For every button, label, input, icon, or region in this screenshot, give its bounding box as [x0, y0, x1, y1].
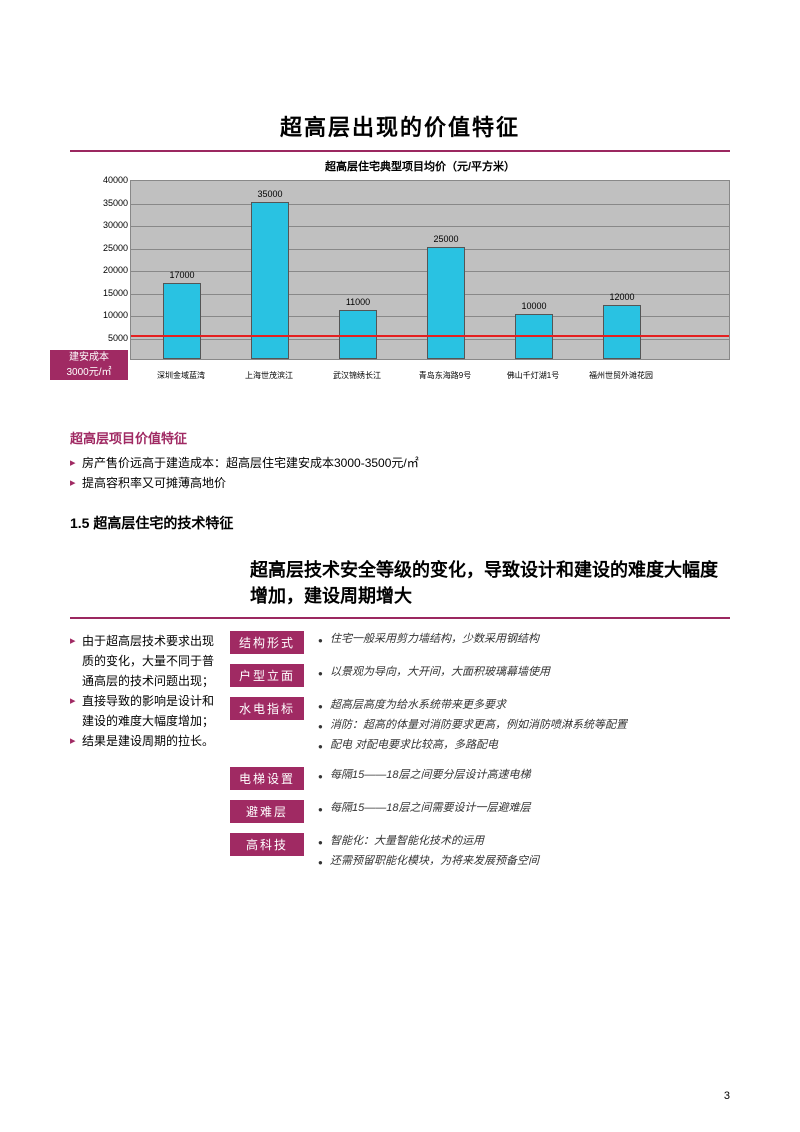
bar [515, 314, 553, 359]
x-category-label: 深圳金域蓝湾 [157, 370, 205, 381]
baseline [131, 335, 729, 337]
tag-item: 超高层高度为给水系统带来更多要求 [318, 697, 730, 713]
left-bullet: 结果是建设周期的拉长。 [70, 731, 220, 751]
gridline [131, 226, 729, 227]
tag-row: 水电指标超高层高度为给水系统带来更多要求消防：超高的体量对消防要求更高，例如消防… [230, 697, 730, 757]
tag-label: 电梯设置 [230, 767, 304, 790]
bar-value-label: 11000 [338, 297, 378, 307]
value-bullet: 房产售价远高于建造成本：超高层住宅建安成本3000-3500元/㎡ [70, 453, 730, 473]
value-bullet: 提高容积率又可摊薄高地价 [70, 473, 730, 493]
tag-item: 住宅一般采用剪力墙结构，少数采用钢结构 [318, 631, 730, 647]
tag-items: 以景观为导向，大开间，大面积玻璃幕墙使用 [318, 664, 730, 684]
page-title: 超高层出现的价值特征 [70, 110, 730, 142]
title-divider [70, 150, 730, 152]
tag-items: 智能化：大量智能化技术的运用还需预留职能化模块，为将来发展预备空间 [318, 833, 730, 873]
x-category-label: 青岛东海路9号 [419, 370, 471, 381]
cost-label-line1: 建安成本 [50, 350, 128, 365]
y-tick-label: 25000 [100, 243, 128, 253]
tag-item: 以景观为导向，大开间，大面积玻璃幕墙使用 [318, 664, 730, 680]
tag-label: 避难层 [230, 800, 304, 823]
tag-items: 超高层高度为给水系统带来更多要求消防：超高的体量对消防要求更高，例如消防喷淋系统… [318, 697, 730, 757]
tag-item: 消防：超高的体量对消防要求更高，例如消防喷淋系统等配置 [318, 717, 730, 733]
x-category-label: 上海世茂滨江 [245, 370, 293, 381]
y-tick-label: 10000 [100, 310, 128, 320]
tech-heading: 1.5 超高层住宅的技术特征 [70, 513, 730, 533]
tag-item: 每隔15——18层之间要分层设计高速电梯 [318, 767, 730, 783]
tag-label: 高科技 [230, 833, 304, 856]
bar-value-label: 17000 [162, 270, 202, 280]
y-tick-label: 15000 [100, 288, 128, 298]
infographic: 由于超高层技术要求出现质的变化，大量不同于普通高层的技术问题出现；直接导致的影响… [70, 631, 730, 883]
left-bullet: 直接导致的影响是设计和建设的难度大幅度增加； [70, 691, 220, 731]
bar [163, 283, 201, 360]
cost-label-line2: 3000元/㎡ [50, 365, 128, 380]
bar-chart: 建安成本 3000元/㎡ 170003500011000250001000012… [70, 180, 730, 404]
bar-value-label: 35000 [250, 189, 290, 199]
tag-items: 每隔15——18层之间需要设计一层避难层 [318, 800, 730, 820]
infographic-right: 结构形式住宅一般采用剪力墙结构，少数采用钢结构户型立面以景观为导向，大开间，大面… [230, 631, 730, 883]
y-tick-label: 30000 [100, 220, 128, 230]
tag-items: 住宅一般采用剪力墙结构，少数采用钢结构 [318, 631, 730, 651]
x-category-label: 福州世贸外滩花园 [589, 370, 653, 381]
tag-label: 结构形式 [230, 631, 304, 654]
value-heading: 超高层项目价值特征 [70, 428, 730, 447]
left-bullet: 由于超高层技术要求出现质的变化，大量不同于普通高层的技术问题出现； [70, 631, 220, 691]
value-bullet-list: 房产售价远高于建造成本：超高层住宅建安成本3000-3500元/㎡提高容积率又可… [70, 453, 730, 493]
bar [603, 305, 641, 359]
infographic-title: 超高层技术安全等级的变化，导致设计和建设的难度大幅度增加，建设周期增大 [250, 557, 730, 609]
x-category-label: 武汉锦绣长江 [333, 370, 381, 381]
tag-row: 结构形式住宅一般采用剪力墙结构，少数采用钢结构 [230, 631, 730, 654]
cost-label: 建安成本 3000元/㎡ [50, 350, 128, 380]
tag-row: 高科技智能化：大量智能化技术的运用还需预留职能化模块，为将来发展预备空间 [230, 833, 730, 873]
bar [427, 247, 465, 360]
infographic-divider [70, 617, 730, 619]
tag-items: 每隔15——18层之间要分层设计高速电梯 [318, 767, 730, 787]
bar-value-label: 12000 [602, 292, 642, 302]
page-number: 3 [724, 1090, 730, 1102]
infographic-left: 由于超高层技术要求出现质的变化，大量不同于普通高层的技术问题出现；直接导致的影响… [70, 631, 220, 883]
tag-row: 避难层每隔15——18层之间需要设计一层避难层 [230, 800, 730, 823]
gridline [131, 204, 729, 205]
tag-item: 配电 对配电要求比较高，多路配电 [318, 737, 730, 753]
tag-item: 智能化：大量智能化技术的运用 [318, 833, 730, 849]
tag-item: 每隔15——18层之间需要设计一层避难层 [318, 800, 730, 816]
y-tick-label: 20000 [100, 265, 128, 275]
tag-label: 水电指标 [230, 697, 304, 720]
bar-value-label: 25000 [426, 234, 466, 244]
tag-row: 户型立面以景观为导向，大开间，大面积玻璃幕墙使用 [230, 664, 730, 687]
bar-value-label: 10000 [514, 301, 554, 311]
x-category-label: 佛山千灯湖1号 [507, 370, 559, 381]
chart-plot-area: 17000 35000 11000 25000 10000 12000 [130, 180, 730, 360]
tag-label: 户型立面 [230, 664, 304, 687]
tag-item: 还需预留职能化模块，为将来发展预备空间 [318, 853, 730, 869]
y-tick-label: 40000 [100, 175, 128, 185]
y-tick-label: 5000 [100, 333, 128, 343]
y-tick-label: 35000 [100, 198, 128, 208]
tag-row: 电梯设置每隔15——18层之间要分层设计高速电梯 [230, 767, 730, 790]
chart-title: 超高层住宅典型项目均价（元/平方米） [70, 158, 730, 174]
